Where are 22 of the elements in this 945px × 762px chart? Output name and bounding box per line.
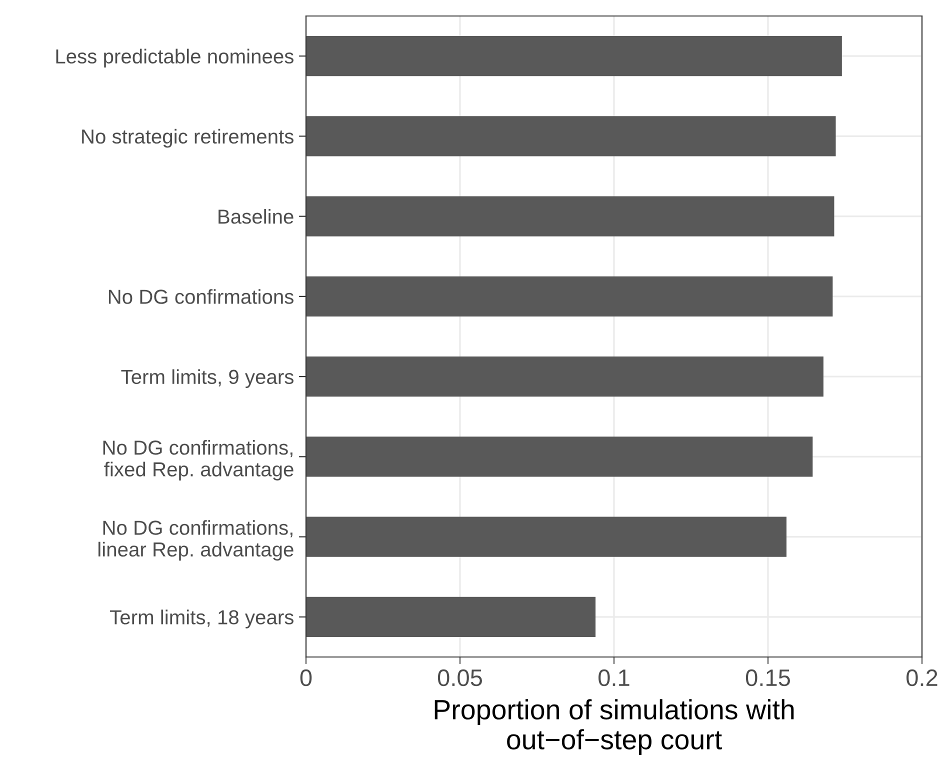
y-tick-label: No DG confirmations	[108, 289, 294, 304]
bar	[306, 276, 833, 316]
bar	[306, 436, 813, 477]
x-tick-label: 0.2	[906, 669, 938, 686]
y-tick-label: Less predictable nominees	[56, 48, 294, 68]
bar	[306, 356, 824, 397]
bar	[306, 36, 842, 76]
bar	[306, 516, 786, 557]
y-tick-label: No DG confirmations, linear Rep. advantage	[98, 520, 294, 561]
bar	[306, 116, 836, 156]
y-tick-label: Term limits, 9 years	[121, 369, 294, 388]
bar	[306, 196, 834, 236]
y-tick-label: Baseline	[218, 209, 294, 224]
y-tick-label: Term limits, 18 years	[110, 610, 294, 628]
x-tick-label: 0	[300, 669, 312, 686]
bar	[306, 596, 596, 637]
y-tick-label: No strategic retirements	[82, 128, 294, 148]
x-tick-label: 0.1	[598, 669, 630, 686]
x-tick-label: 0.05	[438, 669, 482, 686]
y-tick-label: No DG confirmations, fixed Rep. advantage	[103, 440, 294, 480]
x-axis-title: Proportion of simulations with out−of−step court	[434, 699, 794, 755]
x-tick-label: 0.15	[746, 669, 790, 686]
